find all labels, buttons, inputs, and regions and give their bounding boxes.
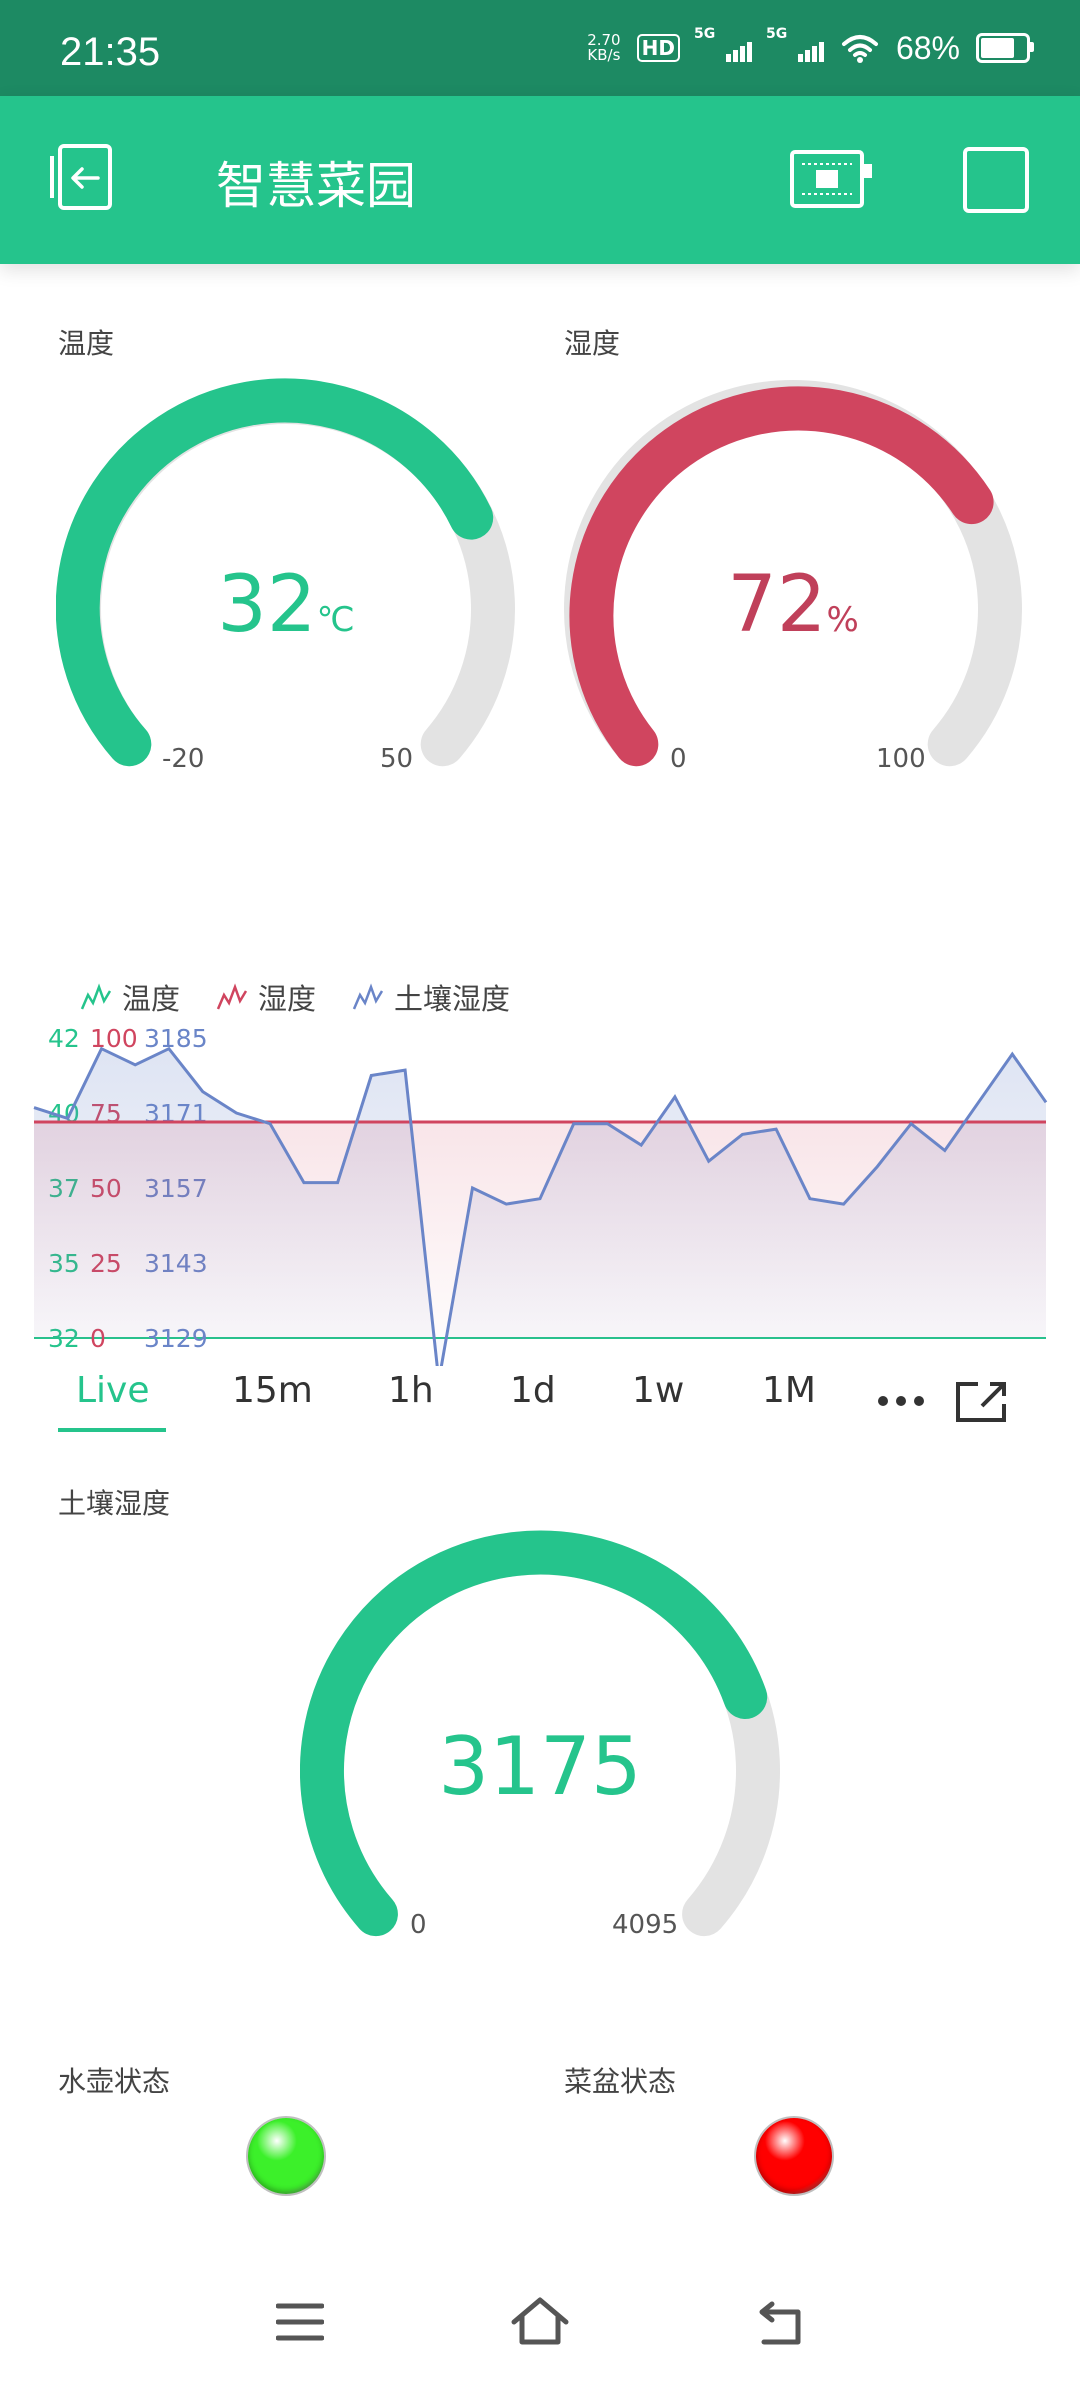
y-tick-label: 3185: [144, 1024, 208, 1053]
line-chart-icon: [80, 983, 112, 1010]
legend-label: 温度: [122, 982, 181, 1016]
y-tick-label: 42: [48, 1024, 80, 1053]
humidity-number: 72: [727, 560, 827, 650]
temperature-number: 32: [217, 560, 317, 650]
battery-icon: [976, 33, 1034, 63]
net-speed-unit: KB/s: [587, 46, 621, 64]
temperature-gauge: [56, 378, 515, 767]
exit-icon[interactable]: [46, 142, 118, 212]
chart-legend: 温度 湿度 土壤湿度: [80, 976, 510, 1018]
tab-live[interactable]: Live: [76, 1370, 150, 1411]
soil-moisture-gauge: [300, 1530, 780, 1937]
legend-item-humidity[interactable]: 湿度: [216, 976, 316, 1018]
humidity-series-area: [34, 1122, 1046, 1338]
tab-1d[interactable]: 1d: [510, 1370, 556, 1411]
humidity-min: 0: [670, 744, 687, 774]
more-icon[interactable]: [876, 1394, 926, 1408]
sim2-label: 5G: [765, 26, 788, 42]
battery-percent: 68%: [895, 29, 960, 66]
soil-moisture-min: 0: [410, 1910, 427, 1940]
legend-item-temperature[interactable]: 温度: [80, 976, 180, 1018]
net-speed-value: 2.70: [587, 31, 621, 49]
page-title: 智慧菜园: [216, 157, 416, 215]
temperature-min: -20: [162, 744, 205, 774]
temperature-value: 32℃: [56, 560, 516, 650]
status-bar: 21:35 2.70 KB/s HD 5G 5G 68%: [0, 0, 1080, 96]
legend-item-soil[interactable]: 土壤湿度: [352, 976, 510, 1018]
tab-15m[interactable]: 15m: [232, 1370, 313, 1411]
soil-moisture-label: 土壤湿度: [58, 1487, 171, 1520]
pot-status-label: 菜盆状态: [564, 2065, 677, 2098]
temperature-max: 50: [380, 744, 414, 774]
soil-moisture-value: 3175: [438, 1720, 642, 1813]
app-header: 智慧菜园: [0, 96, 1080, 264]
humidity-unit: %: [826, 600, 859, 640]
line-chart-icon: [216, 983, 248, 1010]
legend-label: 土壤湿度: [394, 982, 511, 1016]
menu-icon[interactable]: [276, 2302, 324, 2342]
signal-icon-sim1: 5G: [694, 26, 752, 62]
humidity-value: 72%: [563, 560, 1023, 650]
net-speed: 2.70 KB/s: [587, 33, 620, 63]
kettle-status-label: 水壶状态: [58, 2065, 171, 2098]
wifi-icon: [841, 35, 878, 63]
y-tick-label: 100: [90, 1024, 138, 1053]
temperature-gauge-fill: [56, 378, 494, 767]
soil-series-line: [33, 1046, 1048, 1366]
soil-moisture-max: 4095: [612, 1910, 679, 1940]
humidity-gauge-fill: [569, 386, 994, 767]
status-time: 21:35: [60, 30, 161, 74]
legend-label: 湿度: [258, 982, 317, 1016]
system-nav-bar: [0, 2268, 1080, 2388]
humidity-gauge: [564, 380, 1022, 767]
home-icon[interactable]: [510, 2296, 570, 2346]
tab-1M[interactable]: 1M: [762, 1370, 816, 1411]
sim1-label: 5G: [693, 26, 716, 42]
status-icons: 2.70 KB/s HD 5G 5G 68%: [587, 26, 1034, 70]
tab-1h[interactable]: 1h: [388, 1370, 434, 1411]
kettle-status-led: [248, 2118, 324, 2194]
expand-icon[interactable]: [954, 1378, 1010, 1424]
temperature-label: 温度: [58, 327, 115, 360]
soil-moisture-gauge-fill: [300, 1530, 768, 1937]
square-icon[interactable]: [962, 146, 1030, 214]
temperature-unit: ℃: [316, 600, 355, 640]
line-chart[interactable]: 4240373532100755025031853171315731433129: [0, 1020, 1080, 1366]
device-icon[interactable]: [788, 148, 874, 212]
tab-1w[interactable]: 1w: [632, 1370, 685, 1411]
pot-status-led: [756, 2118, 832, 2194]
line-chart-icon: [352, 983, 384, 1010]
hd-icon: HD: [636, 34, 680, 62]
humidity-label: 湿度: [564, 327, 621, 360]
time-range-tabs: Live 15m 1h 1d 1w 1M: [36, 1366, 1046, 1436]
active-tab-indicator: [58, 1428, 166, 1432]
humidity-max: 100: [876, 744, 926, 774]
signal-icon-sim2: 5G: [766, 26, 824, 62]
back-icon[interactable]: [756, 2298, 806, 2346]
